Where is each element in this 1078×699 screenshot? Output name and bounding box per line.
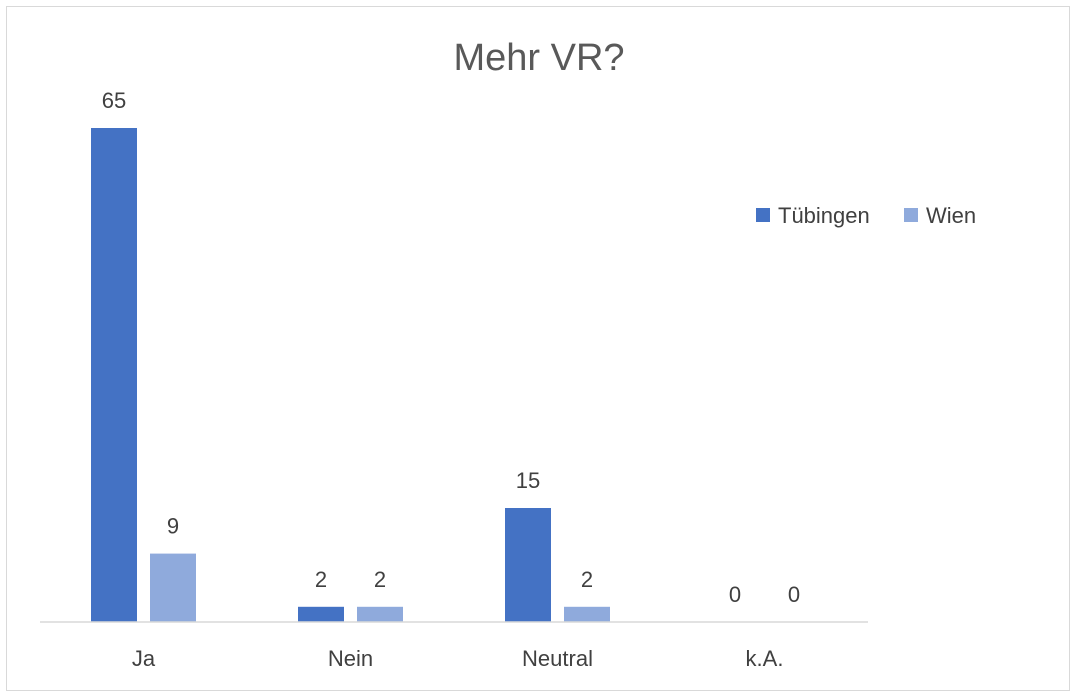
data-label: 2 xyxy=(315,567,327,592)
data-label: 0 xyxy=(788,582,800,607)
data-label: 0 xyxy=(729,582,741,607)
data-labels-group: 65 9 2 2 15 2 0 0 xyxy=(102,88,800,607)
legend-swatch xyxy=(756,208,770,222)
category-label: k.A. xyxy=(746,646,784,671)
data-label: 15 xyxy=(516,468,540,493)
bars-group xyxy=(91,128,610,622)
chart-title: Mehr VR? xyxy=(453,37,624,79)
legend-swatch xyxy=(904,208,918,222)
bar-t-bingen-neutral xyxy=(505,508,551,622)
bar-wien-neutral xyxy=(564,606,610,622)
data-label: 2 xyxy=(374,567,386,592)
legend-label: Tübingen xyxy=(778,203,870,228)
bar-t-bingen-ja xyxy=(91,128,137,622)
data-label: 2 xyxy=(581,567,593,592)
bar-t-bingen-nein xyxy=(298,606,344,622)
category-label: Ja xyxy=(132,646,156,671)
bar-wien-ja xyxy=(150,553,196,622)
bar-wien-nein xyxy=(357,606,403,622)
data-label: 9 xyxy=(167,514,179,539)
data-label: 65 xyxy=(102,88,126,113)
category-label: Neutral xyxy=(522,646,593,671)
legend-label: Wien xyxy=(926,203,976,228)
category-label: Nein xyxy=(328,646,373,671)
category-labels-group: Ja Nein Neutral k.A. xyxy=(132,646,784,671)
legend: Tübingen Wien xyxy=(756,203,976,228)
